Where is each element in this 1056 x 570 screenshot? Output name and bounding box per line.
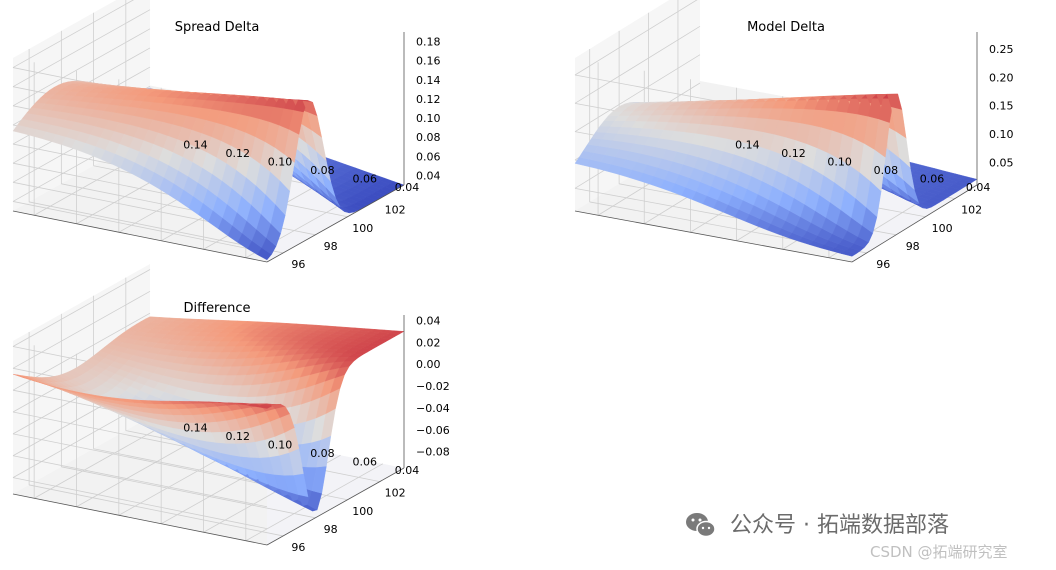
surface-patch (961, 176, 978, 183)
y-tick-label: 0.06 (920, 172, 945, 185)
y-tick-label: 0.08 (310, 164, 335, 177)
z-tick-label: 0.02 (416, 336, 441, 349)
z-tick-label: −0.02 (416, 380, 450, 393)
z-tick-label: 0.15 (989, 100, 1014, 113)
x-tick-label: 98 (324, 523, 338, 536)
difference-plot: 96 98 100 102 0.04 0.06 0.08 0.10 0.12 0.14 0.04 0.… (12, 264, 450, 554)
surface-patch (389, 330, 405, 335)
wechat-icon (686, 513, 716, 538)
y-tick-label: 0.14 (183, 421, 208, 434)
z-gridline (12, 455, 268, 508)
z-gridline (12, 28, 151, 107)
z-gridline (574, 25, 701, 104)
y-tick-label: 0.04 (395, 464, 420, 477)
surface (574, 93, 978, 257)
model-delta-plot: 96 98 100 102 0.04 0.06 0.08 0.10 0.12 0.14 0.05 0.… (574, 0, 1014, 271)
z-tick-label: 0.08 (416, 131, 441, 144)
z-tick-label: 0.12 (416, 93, 441, 106)
x-tick-label: 98 (906, 240, 920, 253)
z-gridline (574, 54, 701, 133)
z-gridline (574, 0, 698, 76)
z-tick-label: 0.06 (416, 150, 441, 163)
z-tick-label: 0.04 (416, 169, 441, 182)
y-tick-label: 0.04 (395, 181, 420, 194)
y-gridline (33, 420, 172, 499)
y-tick-label: 0.06 (353, 455, 378, 468)
z-tick-label: 0.18 (416, 36, 441, 49)
x-axis-line (12, 493, 268, 546)
x-tick-label: 98 (324, 240, 338, 253)
x-tick-label: 100 (352, 505, 373, 518)
y-tick-label: 0.12 (781, 147, 806, 160)
y-axis-line (851, 184, 978, 263)
y-tick-label: 0.06 (353, 172, 378, 185)
x-tick-label: 102 (385, 487, 406, 500)
chart-title: Spread Delta (175, 20, 260, 35)
y-tick-label: 0.10 (827, 155, 852, 168)
z-tick-label: 0.16 (416, 55, 441, 68)
y-tick-label: 0.08 (874, 164, 899, 177)
z-gridline (12, 0, 135, 68)
z-tick-label: 0.04 (416, 315, 441, 328)
z-tick-label: −0.08 (416, 446, 450, 459)
x-gridline (61, 466, 316, 519)
y-tick-label: 0.12 (226, 430, 251, 443)
x-axis-line (574, 210, 853, 263)
z-tick-label: −0.06 (416, 424, 450, 437)
chart-title: Model Delta (747, 20, 825, 35)
z-tick-label: 0.20 (989, 71, 1014, 84)
x-tick-label: 102 (385, 204, 406, 217)
watermark-main: 公众号 · 拓端数据部落 (730, 513, 949, 538)
z-gridline (12, 201, 268, 253)
z-tick-label: 0.05 (989, 156, 1014, 169)
z-gridline (12, 433, 268, 486)
z-gridline (12, 290, 151, 369)
y-tick-label: 0.14 (183, 138, 208, 151)
z-tick-label: 0.14 (416, 74, 441, 87)
y-tick-label: 0.04 (966, 181, 991, 194)
x-tick-label: 100 (932, 222, 953, 235)
z-tick-label: 0.10 (416, 112, 441, 125)
x-gridline (29, 484, 284, 537)
spread-delta-plot: 96 98 100 102 0.04 0.06 0.08 0.10 0.12 0.14 0.04 0.… (12, 0, 441, 271)
x-tick-label: 96 (876, 258, 890, 271)
x-axis-line (12, 210, 268, 263)
x-tick-label: 96 (291, 541, 305, 554)
z-tick-label: 0.25 (989, 43, 1014, 56)
y-tick-label: 0.14 (735, 138, 760, 151)
z-gridline (12, 477, 268, 529)
y-tick-label: 0.12 (226, 147, 251, 160)
y-tick-label: 0.08 (310, 447, 335, 460)
z-gridline (12, 9, 151, 88)
watermark-sub: CSDN @拓端研究室 (870, 543, 1008, 561)
x-tick-label: 96 (291, 258, 305, 271)
y-tick-label: 0.10 (268, 155, 293, 168)
y-tick-label: 0.10 (268, 438, 293, 451)
z-gridline (12, 269, 151, 347)
watermark: 公众号 · 拓端数据部落 CSDN @拓端研究室 (686, 513, 1008, 561)
y-axis-line (266, 184, 405, 263)
surface (12, 316, 405, 512)
z-tick-label: −0.04 (416, 402, 450, 415)
y-axis-line (266, 467, 405, 546)
x-tick-label: 100 (352, 222, 373, 235)
surface (12, 80, 405, 261)
z-tick-label: 0.00 (416, 358, 441, 371)
chart-title: Difference (183, 301, 250, 316)
z-tick-label: 0.10 (989, 128, 1014, 141)
x-tick-label: 102 (961, 204, 982, 217)
